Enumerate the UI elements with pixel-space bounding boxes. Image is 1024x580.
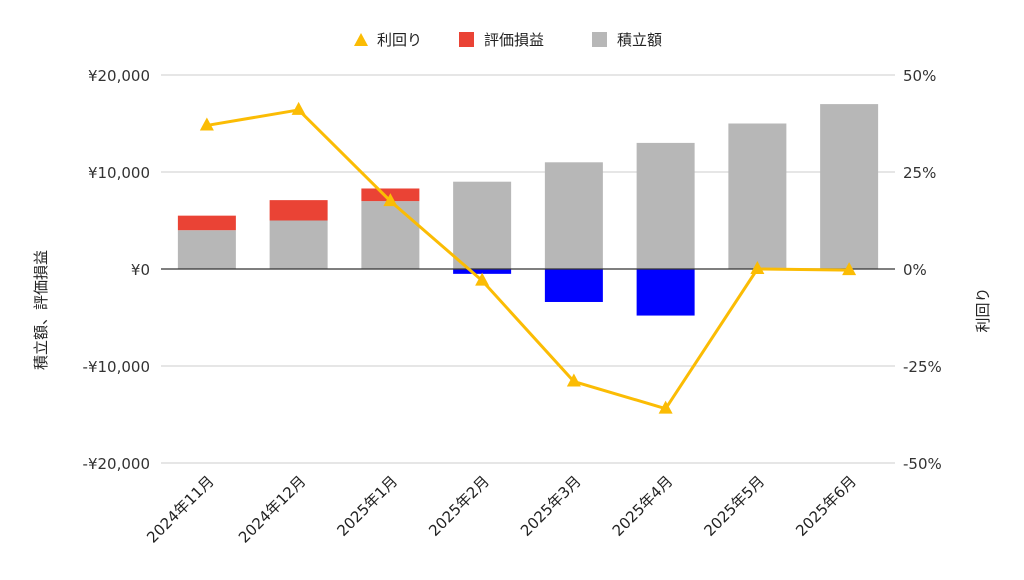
category-label: 2025年4月 [609, 472, 677, 540]
gain-bar [544, 269, 603, 302]
yield-point [750, 261, 765, 274]
contribution-bar [820, 104, 879, 269]
category-label: 2025年2月 [425, 472, 493, 540]
contribution-bar [453, 181, 512, 269]
yield-point [383, 193, 398, 207]
right-tick-label: -50% [903, 455, 942, 473]
left-tick-label: ¥0 [131, 261, 150, 279]
yield-point [199, 117, 214, 131]
category-label: 2025年1月 [334, 472, 402, 540]
right-tick-label: 50% [903, 67, 936, 85]
contribution-bar [728, 123, 787, 269]
left-tick-label: ¥10,000 [88, 164, 150, 182]
gain-bar [453, 269, 512, 274]
category-label: 2024年11月 [143, 472, 217, 546]
legend-label-yield: 利回り [377, 31, 422, 49]
gain-bar [177, 215, 236, 231]
category-label: 2024年12月 [235, 472, 309, 546]
legend-item-yield[interactable]: 利回り [354, 31, 422, 49]
legend-item-contribution[interactable]: 積立額 [592, 31, 662, 49]
category-label: 2025年6月 [792, 472, 860, 540]
category-labels: 2024年11月 2024年12月 2025年1月 2025年2月 2025年3月 202… [143, 472, 860, 546]
contribution-bar [636, 142, 695, 269]
left-axis-title: 積立額、評価損益 [32, 250, 50, 370]
right-tick-label: 25% [903, 164, 936, 182]
yield-line-series [199, 101, 857, 414]
right-axis-ticks: 50% 25% 0% -25% -50% [903, 67, 942, 473]
category-label: 2025年5月 [701, 472, 769, 540]
gain-bar [269, 200, 328, 221]
gain-bar [636, 269, 695, 316]
yield-line [206, 108, 850, 411]
left-tick-label: -¥20,000 [83, 455, 150, 473]
yield-point [566, 373, 581, 387]
left-axis-ticks: ¥20,000 ¥10,000 ¥0 -¥10,000 -¥20,000 [83, 67, 150, 473]
bars [177, 104, 879, 316]
yield-point [291, 101, 306, 115]
contribution-bar [361, 201, 420, 269]
legend: 利回り 評価損益 積立額 [354, 31, 662, 49]
right-tick-label: 0% [903, 261, 927, 279]
contribution-swatch-icon [592, 32, 607, 47]
triangle-marker-icon [354, 33, 368, 46]
contribution-bar [177, 230, 236, 269]
contribution-bar [544, 162, 603, 269]
yield-point [475, 272, 490, 286]
gain-swatch-icon [459, 32, 474, 47]
category-label: 2025年3月 [517, 472, 585, 540]
legend-label-contribution: 積立額 [617, 31, 662, 49]
left-tick-label: ¥20,000 [88, 67, 150, 85]
yield-point [658, 400, 673, 414]
legend-item-gain[interactable]: 評価損益 [459, 31, 544, 49]
legend-label-gain: 評価損益 [484, 31, 544, 49]
contribution-bar [269, 220, 328, 269]
left-tick-label: -¥10,000 [83, 358, 150, 376]
right-axis-title: 利回り [974, 287, 992, 332]
right-tick-label: -25% [903, 358, 942, 376]
yield-point [842, 262, 857, 276]
